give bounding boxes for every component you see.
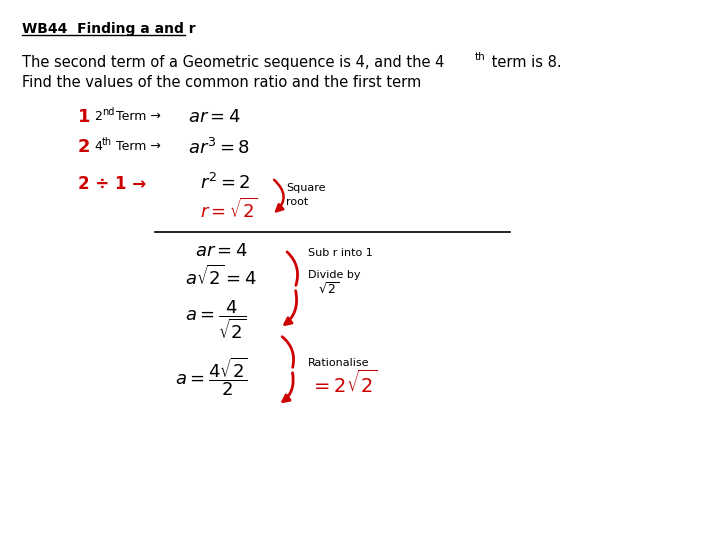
Text: 2: 2 — [94, 110, 102, 123]
Text: The second term of a Geometric sequence is 4, and the 4: The second term of a Geometric sequence … — [22, 55, 444, 70]
Text: Square: Square — [286, 183, 325, 193]
Text: $a=\dfrac{4\sqrt{2}}{2}$: $a=\dfrac{4\sqrt{2}}{2}$ — [175, 355, 248, 398]
FancyArrowPatch shape — [274, 180, 284, 211]
Text: Term →: Term → — [116, 140, 161, 153]
Text: $ar=4$: $ar=4$ — [195, 242, 248, 260]
Text: $ar^3=8$: $ar^3=8$ — [188, 138, 251, 158]
Text: 2 ÷ 1 →: 2 ÷ 1 → — [78, 175, 146, 193]
Text: $a\sqrt{2}=4$: $a\sqrt{2}=4$ — [185, 265, 257, 289]
Text: $=2\sqrt{2}$: $=2\sqrt{2}$ — [310, 370, 377, 397]
Text: root: root — [286, 197, 308, 207]
Text: $\sqrt{2}$: $\sqrt{2}$ — [318, 282, 339, 297]
Text: WB44  Finding a and r: WB44 Finding a and r — [22, 22, 196, 36]
Text: $r=\sqrt{2}$: $r=\sqrt{2}$ — [200, 198, 258, 222]
Text: th: th — [475, 52, 486, 62]
Text: 1: 1 — [78, 108, 91, 126]
Text: $ar=4$: $ar=4$ — [188, 108, 241, 126]
FancyArrowPatch shape — [287, 252, 297, 285]
Text: Rationalise: Rationalise — [308, 358, 369, 368]
FancyArrowPatch shape — [282, 337, 294, 367]
Text: nd: nd — [102, 107, 114, 117]
Text: 2: 2 — [78, 138, 91, 156]
Text: Divide by: Divide by — [308, 270, 361, 280]
Text: term is 8.: term is 8. — [487, 55, 562, 70]
Text: 4: 4 — [94, 140, 102, 153]
Text: Term →: Term → — [116, 110, 161, 123]
Text: $a=\dfrac{4}{\sqrt{2}}$: $a=\dfrac{4}{\sqrt{2}}$ — [185, 298, 246, 341]
Text: th: th — [102, 137, 112, 147]
Text: Sub r into 1: Sub r into 1 — [308, 248, 373, 258]
FancyArrowPatch shape — [284, 291, 297, 325]
Text: Find the values of the common ratio and the first term: Find the values of the common ratio and … — [22, 75, 421, 90]
Text: $r^2=2$: $r^2=2$ — [200, 173, 251, 193]
FancyArrowPatch shape — [283, 373, 293, 402]
